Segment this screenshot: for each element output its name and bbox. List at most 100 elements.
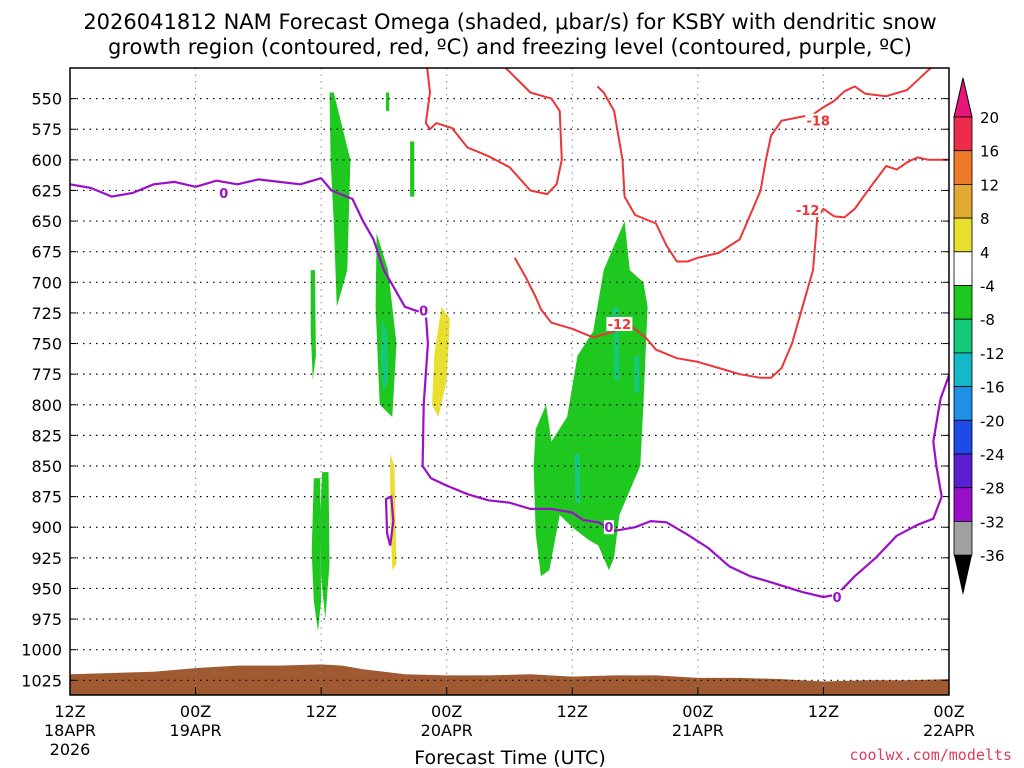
xtick-year-0: 2026 [50, 740, 91, 759]
omega-shade-region-7 [320, 472, 330, 620]
colorbar-label-9: -20 [980, 412, 1005, 430]
ytick-label-850: 850 [31, 457, 62, 476]
ytick-label-950: 950 [31, 579, 62, 598]
contour-label-6: -12 [608, 318, 632, 333]
ytick-label-1000: 1000 [21, 641, 62, 660]
omega-shade-region-9 [432, 306, 450, 417]
colorbar-label-4: 4 [980, 244, 990, 262]
omega-shade-region-0 [310, 110, 326, 405]
ytick-label-675: 675 [31, 243, 62, 262]
contour-label-5: -12 [796, 204, 820, 219]
plot-background [70, 68, 949, 695]
contour-label-bg-6 [606, 316, 633, 331]
colorbar-label-5: -4 [980, 278, 995, 296]
grid-layer [70, 68, 949, 695]
chart-title-line1: 2026041812 NAM Forecast Omega (shaded, μ… [83, 10, 936, 34]
plot-area: 0 0 0 0 -18 -12 -12 [69, 67, 950, 696]
x-axis-label: Forecast Time (UTC) [414, 747, 605, 768]
colorbar-bottom-arrow [954, 555, 972, 596]
xtick-label-2: 12Z [305, 702, 336, 721]
omega-shade-region-2 [310, 270, 316, 381]
xtick-label-3: 00Z [431, 702, 462, 721]
colorbar-top-arrow [953, 77, 973, 118]
y-axis-ticks: 550 575 600 625 650 675 700 725 750 775 800 825 850 8… [21, 90, 949, 690]
credit-text: coolwx.com/modelts [849, 746, 1012, 764]
contour-label-1: 0 [419, 304, 428, 319]
xtick-date-0: 18APR [44, 721, 96, 740]
ytick-label-550: 550 [31, 90, 62, 109]
omega-shade-region-18 [574, 453, 581, 503]
contour-label-bg-0 [218, 185, 229, 200]
ytick-label-1025: 1025 [21, 671, 62, 690]
plot-frame [69, 67, 950, 696]
dgz-contour-0 [424, 68, 563, 196]
ytick-label-925: 925 [31, 549, 62, 568]
colorbar-swatch-0 [953, 116, 973, 152]
contour-label-bg-1 [418, 303, 429, 318]
chart-title-line2: growth region (contoured, red, ºC) and f… [108, 35, 912, 59]
omega-shade-region-17 [533, 221, 648, 577]
xtick-date-1: 19APR [170, 721, 222, 740]
colorbar-label-12: -32 [980, 513, 1005, 531]
xtick-label-4: 12Z [557, 702, 588, 721]
omega-shade-region-21 [311, 478, 322, 632]
omega-shade-region-1 [329, 92, 351, 307]
ytick-label-875: 875 [31, 488, 62, 507]
contour-layer [70, 68, 949, 599]
colorbar-label-6: -8 [980, 311, 995, 329]
ytick-label-900: 900 [31, 518, 62, 537]
colorbar-label-7: -12 [980, 345, 1005, 363]
ytick-label-775: 775 [31, 365, 62, 384]
freezing-level-island [384, 494, 395, 546]
dgz-contour-1 [596, 68, 933, 263]
contour-label-bg-5 [794, 203, 821, 218]
ytick-label-725: 725 [31, 304, 62, 323]
colorbar-swatch-10 [953, 453, 973, 489]
contour-label-bg-4 [805, 113, 832, 128]
terrain-fill [70, 664, 949, 695]
xtick-label-1: 00Z [180, 702, 211, 721]
ytick-label-800: 800 [31, 396, 62, 415]
colorbar-label-13: -36 [980, 547, 1005, 565]
omega-shade-region-12 [404, 478, 421, 571]
contour-label-3: 0 [833, 591, 842, 606]
terrain-layer [70, 664, 949, 695]
xtick-label-0: 12Z [54, 702, 85, 721]
ytick-label-575: 575 [31, 120, 62, 139]
ytick-label-825: 825 [31, 426, 62, 445]
xtick-date-5: 21APR [672, 721, 724, 740]
colorbar-swatch-12 [953, 521, 973, 556]
colorbar-swatch-8 [953, 386, 973, 421]
ytick-label-625: 625 [31, 181, 62, 200]
colorbar-label-10: -24 [980, 446, 1005, 464]
xtick-label-6: 12Z [808, 702, 839, 721]
omega-shade-region-15 [672, 331, 692, 466]
colorbar-label-0: 20 [980, 109, 999, 127]
colorbar-swatch-2 [953, 183, 973, 219]
colorbar-label-2: 12 [980, 176, 999, 194]
ytick-label-700: 700 [31, 273, 62, 292]
omega-shade-region-3 [386, 92, 390, 111]
colorbar-swatch-1 [953, 150, 973, 185]
xtick-label-7: 00Z [933, 702, 964, 721]
xtick-date-3: 20APR [421, 721, 473, 740]
xtick-label-5: 00Z [682, 702, 713, 721]
contour-label-0: 0 [219, 187, 228, 202]
contour-label-layer: 0 0 0 0 -18 -12 -12 [218, 113, 843, 606]
omega-shade-region-5 [375, 233, 397, 417]
colorbar-swatch-4 [953, 251, 973, 286]
contour-label-4: -18 [806, 115, 830, 130]
colorbar-label-8: -16 [980, 379, 1005, 397]
colorbar-swatch-9 [953, 419, 973, 455]
ytick-label-650: 650 [31, 212, 62, 231]
ytick-label-750: 750 [31, 335, 62, 354]
omega-shade-region-4 [410, 141, 415, 197]
xtick-date-7: 22APR [923, 721, 975, 740]
contour-label-2: 0 [604, 521, 613, 536]
dgz-contour-2 [513, 156, 949, 379]
ytick-label-600: 600 [31, 151, 62, 170]
colorbar-swatch-11 [953, 487, 973, 522]
colorbar-swatch-5 [953, 285, 973, 320]
colorbar-label-3: 8 [980, 210, 990, 228]
